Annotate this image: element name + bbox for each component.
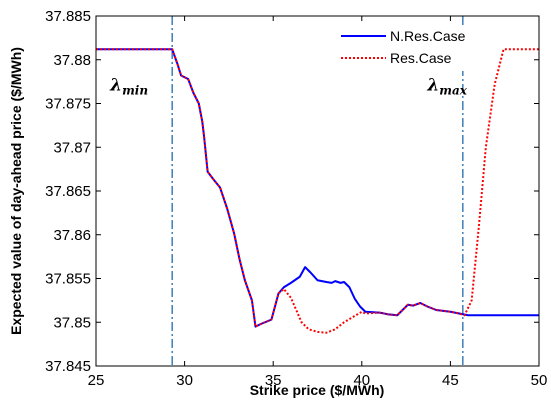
y-axis: 37.845 37.85 37.855 37.86 37.865 37.87 37.875 3… bbox=[45, 8, 539, 375]
y-tick-label: 37.865 bbox=[45, 183, 91, 200]
legend-label-res-case: Res.Case bbox=[390, 50, 452, 66]
y-tick-label: 37.875 bbox=[45, 96, 91, 113]
y-tick-label: 37.86 bbox=[53, 227, 91, 244]
series-layer bbox=[96, 48, 539, 334]
annotation-lambda-min: λmin bbox=[109, 75, 148, 97]
y-axis-label: Expected value of day-ahead price ($/MWh… bbox=[8, 47, 24, 335]
x-axis-label: Strike price ($/MWh) bbox=[250, 382, 385, 398]
x-tick-label: 35 bbox=[265, 372, 282, 389]
y-tick-label: 37.88 bbox=[53, 52, 91, 69]
x-axis: 25 30 35 40 45 50 bbox=[88, 16, 548, 389]
plot-area bbox=[96, 16, 539, 366]
legend-box bbox=[335, 25, 487, 71]
x-tick-label: 50 bbox=[531, 372, 548, 389]
series-line-res-case bbox=[96, 48, 539, 334]
annotation-lambda-max: λmax bbox=[426, 75, 467, 97]
y-tick-label: 37.845 bbox=[45, 358, 91, 375]
legend-label-n-res-case: N.Res.Case bbox=[390, 28, 466, 44]
x-tick-label: 40 bbox=[353, 372, 370, 389]
annotations: λmin λmax bbox=[109, 75, 468, 97]
x-tick-label: 45 bbox=[442, 372, 459, 389]
reference-lines bbox=[171, 16, 464, 366]
y-tick-label: 37.87 bbox=[53, 139, 91, 156]
x-tick-label: 25 bbox=[88, 372, 105, 389]
y-tick-label: 37.85 bbox=[53, 314, 91, 331]
y-tick-label: 37.885 bbox=[45, 8, 91, 25]
legend: N.Res.Case Res.Case bbox=[335, 25, 487, 71]
y-tick-label: 37.855 bbox=[45, 271, 91, 288]
x-tick-label: 30 bbox=[176, 372, 193, 389]
